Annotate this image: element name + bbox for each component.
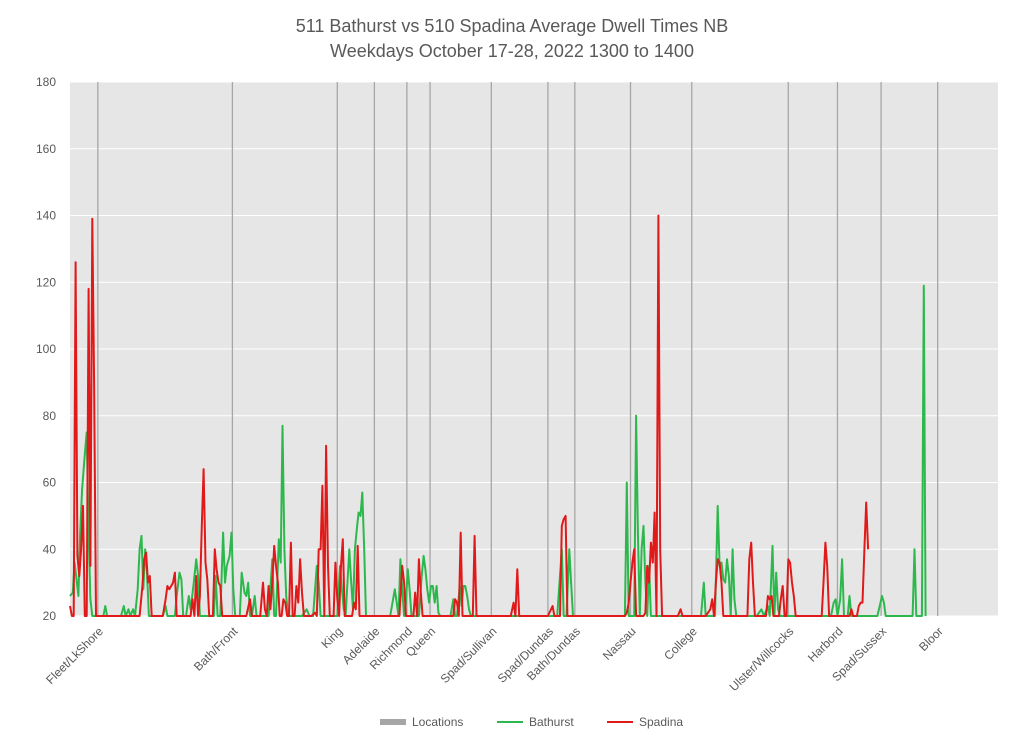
chart-subtitle: Weekdays October 17-28, 2022 1300 to 140… (330, 41, 694, 61)
series-layer (69, 214, 927, 617)
y-tick-label: 40 (43, 542, 57, 556)
legend-label: Locations (412, 715, 463, 729)
y-tick-label: 120 (36, 275, 56, 289)
y-tick-label: 180 (36, 75, 56, 89)
x-tick-label: Nassau (600, 624, 639, 663)
y-tick-label: 60 (43, 476, 57, 490)
x-tick-label: Ulster/Willcocks (727, 624, 797, 694)
legend-label: Bathurst (529, 715, 574, 729)
x-tick-label: Spad/Sullivan (438, 624, 500, 686)
location-lines (97, 82, 939, 616)
y-tick-label: 80 (43, 409, 57, 423)
x-tick-label: Bath/Front (191, 624, 241, 674)
y-tick-label: 20 (43, 609, 57, 623)
x-tick-label: Fleet/LkShore (43, 624, 106, 687)
legend: Locations Bathurst Spadina (380, 715, 683, 729)
y-tick-label: 160 (36, 142, 56, 156)
series-line-spadina (69, 214, 870, 617)
x-tick-label: King (318, 624, 345, 651)
y-tick-label: 140 (36, 209, 56, 223)
y-axis: 20 40 60 80 100 120 140 160 180 (36, 75, 56, 623)
x-axis: Fleet/LkShore Bath/Front KingAdelaideRichm… (43, 624, 946, 694)
y-tick-label: 100 (36, 342, 56, 356)
legend-label: Spadina (639, 715, 683, 729)
x-tick-label: Harbord (805, 624, 846, 665)
x-tick-label: Bloor (916, 624, 946, 654)
chart-title: 511 Bathurst vs 510 Spadina Average Dwel… (296, 16, 729, 36)
x-tick-label: College (661, 624, 700, 663)
